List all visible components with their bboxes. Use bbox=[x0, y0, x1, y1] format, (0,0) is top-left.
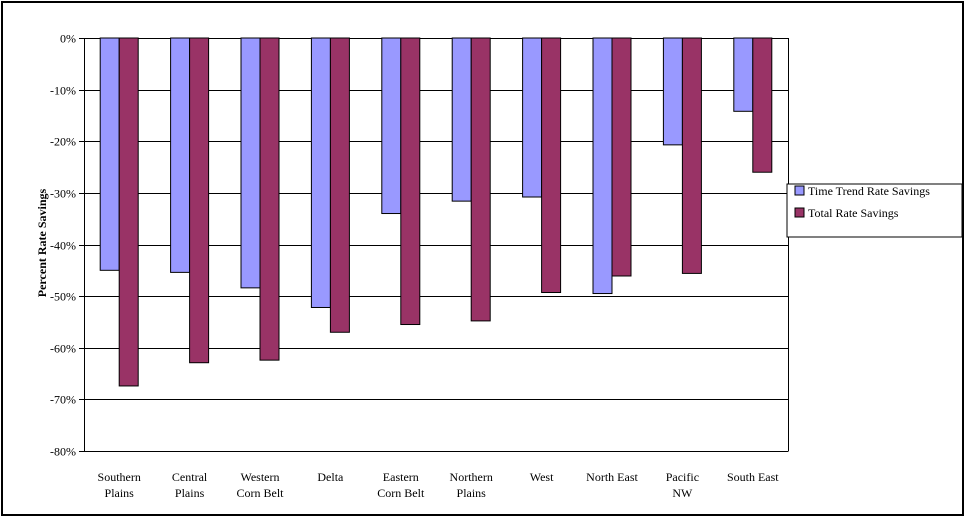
bar-total bbox=[118, 37, 139, 387]
bar-total bbox=[681, 37, 702, 274]
bar-time-trend bbox=[310, 37, 331, 308]
x-category-label: Western Corn Belt bbox=[237, 470, 285, 500]
y-tick-label: -80% bbox=[50, 445, 76, 459]
x-category-label: Southern Plains bbox=[98, 470, 141, 500]
bar-time-trend bbox=[170, 37, 191, 273]
bar-total bbox=[189, 37, 210, 364]
bar-time-trend bbox=[381, 37, 402, 215]
bar-total bbox=[329, 37, 350, 333]
y-tick-label: -10% bbox=[50, 84, 76, 98]
x-category-label: Eastern Corn Belt bbox=[377, 470, 425, 500]
bar-time-trend bbox=[592, 37, 613, 295]
legend-box bbox=[786, 183, 963, 238]
x-category-label: North East bbox=[586, 470, 638, 484]
y-tick-label: -60% bbox=[50, 342, 76, 356]
legend-label: Time Trend Rate Savings bbox=[808, 184, 930, 198]
bar-total bbox=[752, 37, 773, 173]
bar-total bbox=[611, 37, 632, 277]
x-category-labels: Southern Plains Central Plains Western Corn B… bbox=[98, 470, 780, 500]
axes bbox=[79, 38, 789, 452]
y-tick-label: -40% bbox=[50, 239, 76, 253]
bar-time-trend bbox=[733, 37, 754, 112]
y-tick-label: 0% bbox=[60, 32, 76, 46]
bar-total bbox=[400, 37, 421, 326]
bar-time-trend bbox=[522, 37, 543, 198]
x-category-label: Delta bbox=[317, 470, 344, 484]
x-category-label: Central Plains bbox=[172, 470, 208, 500]
legend-label: Total Rate Savings bbox=[808, 206, 899, 220]
x-category-label: Northern Plains bbox=[450, 470, 493, 500]
y-tick-label: -70% bbox=[50, 393, 76, 407]
legend: Time Trend Rate Savings Total Rate Saving… bbox=[786, 183, 963, 238]
bar-total bbox=[259, 37, 280, 361]
legend-swatch bbox=[794, 207, 805, 218]
bar-time-trend bbox=[451, 37, 472, 202]
y-axis-title: Percent Rate Savings bbox=[35, 188, 49, 297]
bar-total bbox=[541, 37, 562, 294]
x-category-label: West bbox=[530, 470, 554, 484]
x-category-label: Pacific NW bbox=[666, 470, 699, 500]
y-tick-label: -50% bbox=[50, 290, 76, 304]
y-tick-label: -20% bbox=[50, 135, 76, 149]
legend-swatch bbox=[794, 185, 805, 196]
bar-total bbox=[470, 37, 491, 322]
y-tick-label: -30% bbox=[50, 187, 76, 201]
bar-time-trend bbox=[240, 37, 261, 289]
bar-time-trend bbox=[99, 37, 120, 271]
x-category-label: South East bbox=[727, 470, 779, 484]
y-tick-labels: 0% -10% -20% -30% -40% -50% -60% -70% -80% bbox=[50, 32, 76, 459]
bars bbox=[99, 37, 773, 387]
bar-time-trend bbox=[662, 37, 683, 146]
